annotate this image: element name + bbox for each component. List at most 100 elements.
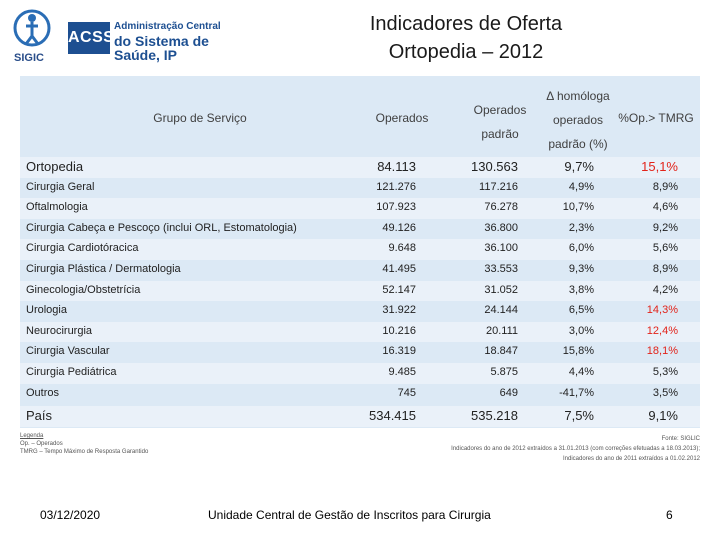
row-tmrg-value: 9,2% [652, 221, 678, 234]
row-tmrg-value: 8,9% [652, 263, 678, 275]
header-delta: Δ homóloga operados padrão (%) [528, 84, 628, 156]
row-tmrg-value: 3,5% [652, 386, 678, 399]
table-row: Cirurgia Cabeça e Pescoço (inclui ORL, E… [20, 219, 700, 240]
header-padrao-line-1: Operados [473, 103, 527, 117]
row-operados-value: 745 [397, 386, 416, 399]
row-delta-value: 10,7% [562, 201, 594, 214]
row-padrao-value: 33.553 [484, 263, 518, 275]
row-operados-value: 534.415 [369, 408, 416, 424]
row-padrao-value: 24.144 [484, 304, 518, 317]
row-group-name: Cirurgia Cardiotóracica [26, 242, 139, 255]
row-padrao-value: 20.111 [485, 324, 518, 337]
indicators-table: Grupo de Serviço Operados Operados padrã… [20, 76, 700, 428]
row-group-name: País [26, 408, 53, 424]
row-delta-value: 9,7% [564, 159, 594, 174]
sigic-logo-icon [13, 9, 51, 47]
source-line-1: Fonte: SIGLIC [661, 436, 700, 442]
row-tmrg-value: 12,4% [646, 324, 678, 337]
header-operados-padrao: Operados padrão [450, 98, 550, 146]
acss-logo: ACSS [68, 22, 114, 54]
table-row: Ortopedia 84.113 130.563 9,7% 15,1% [20, 157, 700, 178]
table-row: Oftalmologia 107.923 76.278 10,7% 4,6% [20, 198, 700, 219]
row-operados-value: 121.276 [376, 180, 416, 193]
row-padrao-value: 18.847 [484, 345, 518, 358]
row-tmrg-value: 14,3% [646, 304, 678, 317]
row-group-name: Cirurgia Vascular [26, 345, 110, 358]
row-padrao-value: 649 [499, 386, 518, 399]
row-padrao-value: 36.800 [484, 221, 518, 234]
row-delta-value: 6,0% [568, 242, 594, 255]
table-row: País 534.415 535.218 7,5% 9,1% [20, 406, 700, 427]
row-padrao-value: 76.278 [484, 201, 518, 214]
source-line-2: Indicadores do ano de 2012 extraídos a 3… [451, 446, 700, 452]
row-group-name: Outros [26, 386, 60, 399]
row-padrao-value: 36.100 [484, 242, 518, 255]
table-row: Ginecologia/Obstetrícia 52.147 31.052 3,8% 4… [20, 280, 700, 302]
row-tmrg-value: 15,1% [641, 159, 678, 174]
legend: Legenda Op. – Operados TMRG – Tempo Máxi… [20, 432, 148, 456]
legend-title: Legenda [20, 433, 44, 439]
table-row: Outros 745 649 -41,7% 3,5% [20, 384, 700, 405]
row-delta-value: 2,3% [568, 221, 594, 234]
row-delta-value: 4,4% [568, 366, 594, 378]
row-group-name: Cirurgia Geral [26, 180, 95, 193]
legend-line-2: TMRG – Tempo Máximo de Resposta Garantid… [20, 449, 149, 455]
row-tmrg-value: 4,6% [652, 201, 678, 214]
header-tmrg: %Op.> TMRG [618, 111, 694, 125]
table-row: Cirurgia Cardiotóracica 9.648 36.100 6,0% 5,… [20, 239, 700, 260]
header-logos: SIGIC ACSS Administração Central do Sist… [6, 8, 246, 70]
row-delta-value: 6,5% [568, 304, 594, 317]
header-padrao-line-2: padrão [481, 127, 519, 141]
row-operados-value: 10.216 [382, 324, 416, 337]
row-operados-value: 9.485 [388, 366, 416, 378]
org-line-2: do Sistema de Saúde, IP [114, 33, 209, 63]
header-operados: Operados [375, 111, 429, 125]
row-padrao-value: 535.218 [471, 408, 518, 424]
row-operados-value: 52.147 [382, 283, 416, 296]
table-row: Urologia 31.922 24.144 6,5% 14,3% [20, 301, 700, 322]
row-group-name: Cirurgia Plástica / Dermatologia [26, 263, 181, 275]
row-group-name: Cirurgia Cabeça e Pescoço (inclui ORL, E… [26, 221, 297, 234]
row-operados-value: 31.922 [382, 304, 416, 317]
row-delta-value: -41,7% [559, 386, 594, 399]
row-group-name: Cirurgia Pediátrica [26, 366, 117, 378]
footer-date: 03/12/2020 [40, 508, 101, 522]
row-operados-value: 84.113 [377, 159, 416, 174]
table-row: Cirurgia Pediátrica 9.485 5.875 4,4% 5,3% [20, 363, 700, 384]
title-line-2: Ortopedia – 2012 [388, 41, 544, 63]
row-group-name: Oftalmologia [26, 201, 88, 214]
table-row: Cirurgia Geral 121.276 117.216 4,9% 8,9% [20, 178, 700, 199]
row-padrao-value: 31.052 [484, 283, 518, 296]
row-padrao-value: 117.216 [479, 180, 518, 193]
page-title: Indicadores de Oferta Ortopedia – 2012 [296, 10, 636, 66]
table-row: Neurocirurgia 10.216 20.111 3,0% 12,4% [20, 321, 700, 343]
row-operados-value: 9.648 [388, 242, 416, 255]
row-group-name: Ginecologia/Obstetrícia [26, 283, 141, 296]
row-delta-value: 3,0% [568, 324, 594, 337]
row-tmrg-value: 5,3% [652, 366, 678, 378]
row-delta-value: 4,9% [568, 180, 594, 193]
row-group-name: Neurocirurgia [26, 324, 93, 337]
row-tmrg-value: 4,2% [652, 283, 678, 296]
row-operados-value: 49.126 [382, 221, 416, 234]
row-group-name: Urologia [26, 304, 67, 317]
header-group: Grupo de Serviço [153, 111, 247, 125]
row-padrao-value: 5.875 [490, 366, 518, 378]
row-delta-value: 3,8% [568, 283, 594, 296]
row-operados-value: 16.319 [382, 345, 416, 358]
sigic-logo-text: SIGIC [14, 52, 44, 64]
footer-center-text: Unidade Central de Gestão de Inscritos p… [208, 508, 491, 522]
row-tmrg-value: 9,1% [648, 408, 678, 424]
table-row: Cirurgia Plástica / Dermatologia 41.495 33… [20, 260, 700, 281]
table-row: Cirurgia Vascular 16.319 18.847 15,8% 18,1% [20, 342, 700, 363]
row-delta-value: 7,5% [564, 408, 594, 424]
row-tmrg-value: 18,1% [646, 345, 678, 358]
row-operados-value: 107.923 [376, 201, 416, 214]
org-line-1: Administração Central [114, 21, 221, 32]
row-tmrg-value: 8,9% [652, 180, 678, 193]
source-note: Fonte: SIGLIC Indicadores do ano de 2012… [400, 434, 700, 464]
row-operados-value: 41.495 [382, 263, 416, 275]
row-padrao-value: 130.563 [471, 159, 518, 174]
header-delta-line-2: operados [552, 113, 604, 127]
row-delta-value: 15,8% [562, 345, 594, 358]
